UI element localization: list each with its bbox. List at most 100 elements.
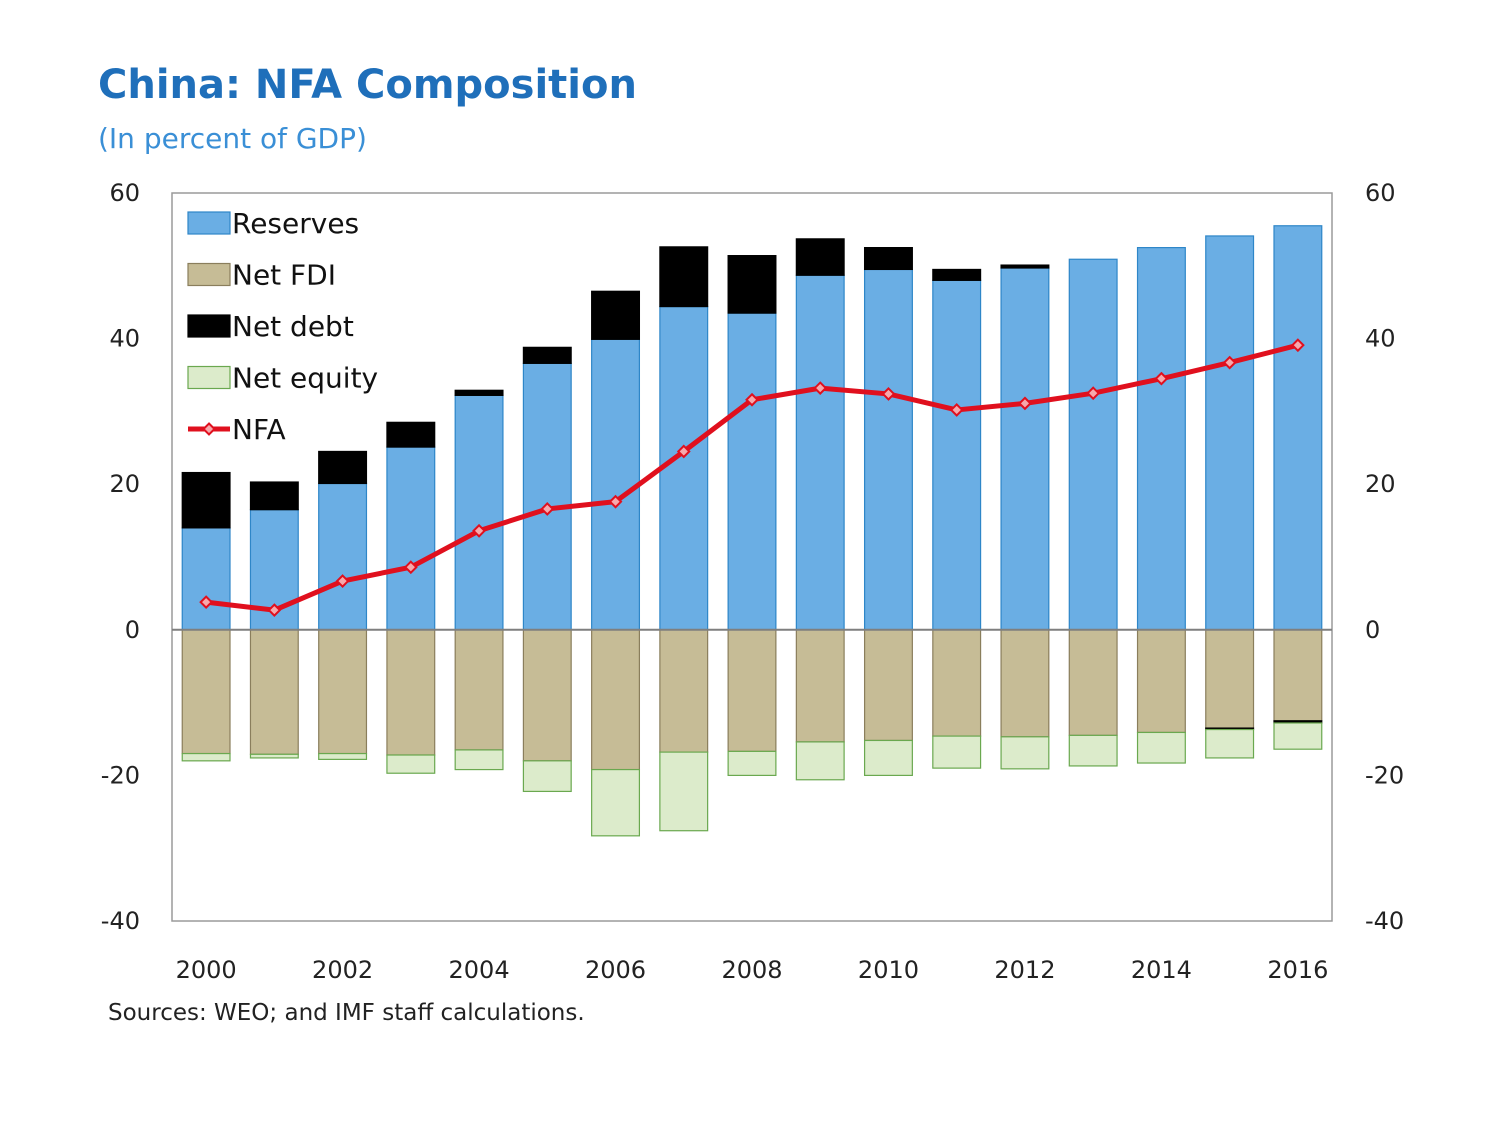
bar-net-debt-2005	[522, 346, 572, 364]
plot-area-frame	[171, 192, 1333, 922]
source-note: Sources: WEO; and IMF staff calculations…	[108, 1000, 585, 1026]
bar-reserves-2006	[591, 338, 641, 631]
y-tick-left: 60	[109, 179, 140, 207]
point-nfa-2006	[608, 494, 623, 509]
legend-label-nfa: NFA	[232, 413, 286, 446]
point-nfa-2003	[403, 560, 418, 575]
bar-net-debt-2010	[863, 247, 913, 271]
bar-net-equity-2012	[1000, 736, 1050, 770]
x-tick-label: 2012	[994, 956, 1055, 984]
point-nfa-2001	[267, 603, 282, 618]
point-nfa-2004	[472, 523, 486, 538]
bar-net-fdi-2005	[522, 629, 572, 762]
bar-net-equity-2014	[1136, 731, 1186, 764]
legend-swatch-net-equity	[187, 365, 231, 390]
bar-net-debt-2004	[454, 389, 504, 396]
y-tick-left: -20	[101, 761, 140, 789]
bar-net-equity-2008	[727, 750, 777, 777]
x-tick-label: 2010	[858, 956, 919, 984]
bar-net-equity-2005	[522, 760, 572, 793]
legend-label-net-fdi: Net FDI	[232, 259, 336, 292]
bar-net-fdi-2011	[932, 629, 982, 737]
x-tick-label: 2004	[449, 956, 510, 984]
legend-marker-nfa	[202, 422, 216, 436]
bar-net-debt-2008	[727, 255, 777, 314]
x-tick-label: 2014	[1131, 956, 1192, 984]
bar-net-fdi-2000	[181, 629, 231, 755]
bar-reserves-2003	[386, 446, 436, 631]
y-tick-left: 0	[125, 616, 140, 644]
chart-subtitle: (In percent of GDP)	[98, 122, 367, 155]
point-nfa-2014	[1154, 371, 1169, 386]
bar-net-fdi-2003	[386, 629, 436, 756]
y-tick-left: 20	[109, 470, 140, 498]
point-nfa-2011	[949, 403, 964, 417]
bar-reserves-2009	[795, 274, 845, 631]
bar-reserves-2000	[181, 527, 231, 631]
bar-reserves-2005	[522, 362, 572, 631]
bar-net-debt-2011	[932, 268, 982, 281]
x-tick-label: 2016	[1267, 956, 1328, 984]
bar-net-equity-2004	[454, 749, 504, 771]
bar-reserves-2014	[1136, 247, 1186, 631]
legend-swatch-net-fdi	[187, 262, 231, 287]
y-tick-right: -40	[1365, 907, 1404, 935]
legend-label-net-debt: Net debt	[232, 310, 354, 343]
bar-net-equity-2006	[591, 768, 641, 837]
legend-swatch-net-debt	[187, 314, 231, 338]
bar-net-debt-2000	[181, 471, 231, 529]
bar-net-fdi-2016	[1273, 629, 1323, 722]
bar-net-equity-2009	[795, 741, 845, 781]
y-tick-left: 40	[109, 325, 140, 353]
bar-net-equity-2007	[659, 751, 709, 832]
bar-net-debt-2002	[318, 450, 368, 485]
bar-reserves-2016	[1273, 225, 1323, 631]
point-nfa-2005	[540, 502, 555, 516]
axes-layer: -40 -40 -20 -20 0 0 20 20 40 40 60 60 2000 2002 2004 20…	[101, 179, 1404, 984]
y-tick-right: -20	[1365, 761, 1404, 789]
bar-net-debt-2001	[249, 481, 299, 511]
x-tick-label: 2002	[312, 956, 373, 984]
bar-reserves-2011	[932, 279, 982, 631]
bar-net-debt-2009	[795, 238, 845, 276]
point-nfa-2013	[1086, 386, 1101, 401]
bar-net-debt-2012	[1000, 264, 1050, 269]
bar-net-debt-2007	[659, 246, 709, 308]
point-nfa-2007	[676, 444, 691, 459]
bar-reserves-2015	[1205, 235, 1255, 631]
bar-net-equity-2001	[249, 753, 299, 759]
y-tick-right: 60	[1365, 179, 1396, 207]
point-nfa-2000	[199, 595, 214, 610]
bar-net-fdi-2004	[454, 629, 504, 751]
point-nfa-2015	[1222, 355, 1237, 370]
bar-net-equity-2000	[181, 752, 231, 762]
bar-net-fdi-2013	[1068, 629, 1118, 736]
bar-net-equity-2013	[1068, 734, 1118, 767]
legend-swatch-reserves	[187, 211, 231, 235]
point-nfa-2009	[813, 381, 828, 396]
bar-reserves-2002	[318, 482, 368, 631]
bar-net-fdi-2007	[659, 629, 709, 753]
y-tick-right: 0	[1365, 616, 1380, 644]
bar-reserves-2004	[454, 394, 504, 631]
bar-reserves-2010	[863, 268, 913, 631]
y-tick-right: 20	[1365, 470, 1396, 498]
bar-reserves-2008	[727, 312, 777, 631]
bar-net-debt-2006	[591, 290, 641, 340]
bar-reserves-2013	[1068, 258, 1118, 631]
legend: Reserves Net FDI Net debt Net equity NFA	[187, 207, 378, 446]
point-nfa-2016	[1290, 338, 1305, 353]
bar-net-fdi-2002	[318, 629, 368, 755]
bar-net-fdi-2008	[727, 629, 777, 752]
y-tick-right: 40	[1365, 325, 1396, 353]
bar-net-fdi-2006	[591, 629, 641, 771]
point-nfa-2012	[1018, 396, 1032, 411]
legend-label-reserves: Reserves	[232, 207, 359, 240]
bar-net-equity-2002	[318, 752, 368, 760]
bar-net-debt-2003	[386, 421, 436, 448]
bar-net-equity-2010	[863, 739, 913, 777]
bar-net-fdi-2009	[795, 629, 845, 743]
y-tick-left: -40	[101, 907, 140, 935]
point-nfa-2008	[745, 392, 759, 407]
